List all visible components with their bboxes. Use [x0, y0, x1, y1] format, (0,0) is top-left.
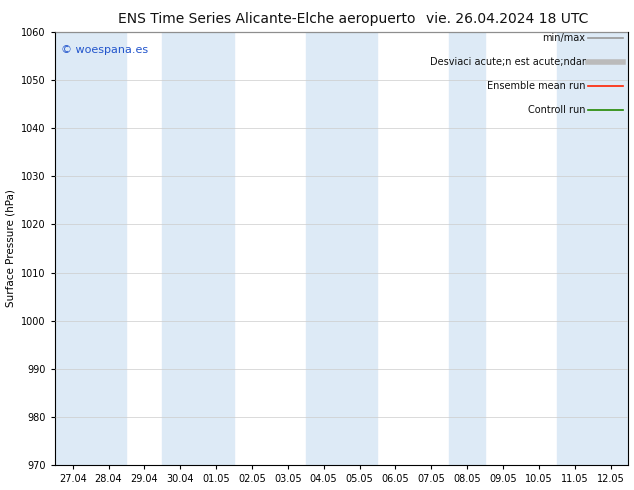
Bar	[91, 32, 126, 466]
Bar	[557, 32, 593, 466]
Text: Desviaci acute;n est acute;ndar: Desviaci acute;n est acute;ndar	[430, 57, 585, 67]
Bar	[342, 32, 377, 466]
Bar	[593, 32, 628, 466]
Text: Ensemble mean run: Ensemble mean run	[487, 81, 585, 91]
Y-axis label: Surface Pressure (hPa): Surface Pressure (hPa)	[6, 190, 16, 307]
Bar	[162, 32, 198, 466]
Text: ENS Time Series Alicante-Elche aeropuerto: ENS Time Series Alicante-Elche aeropuert…	[117, 12, 415, 26]
Bar	[55, 32, 91, 466]
Text: Controll run: Controll run	[528, 105, 585, 115]
Text: vie. 26.04.2024 18 UTC: vie. 26.04.2024 18 UTC	[426, 12, 588, 26]
Bar	[449, 32, 485, 466]
Bar	[306, 32, 342, 466]
Bar	[198, 32, 234, 466]
Text: min/max: min/max	[543, 33, 585, 43]
Text: © woespana.es: © woespana.es	[60, 45, 148, 54]
